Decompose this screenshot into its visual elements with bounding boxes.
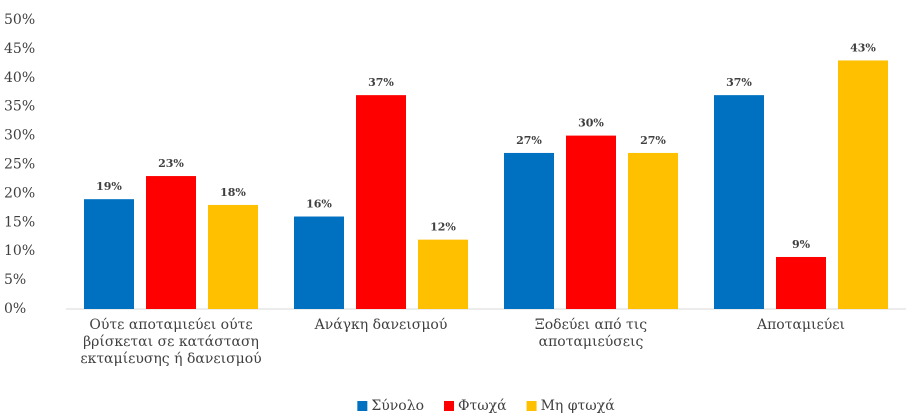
x-tick-label-box: Ανάγκη δανεισμού bbox=[314, 317, 448, 333]
value-label: 27% bbox=[516, 134, 542, 147]
legend: Σύνολο Φτωχά Μη φτωχά bbox=[357, 398, 615, 413]
legend-label: Μη φτωχά bbox=[541, 398, 616, 413]
value-label: 19% bbox=[96, 180, 122, 193]
y-tick-label: 0% bbox=[4, 301, 26, 317]
y-tick-label: 25% bbox=[4, 157, 35, 173]
y-tick-label: 35% bbox=[4, 99, 35, 115]
x-tick-label: Ξοδεύει από τις αποταμιεύσεις bbox=[534, 317, 648, 350]
value-label: 16% bbox=[306, 198, 332, 211]
legend-swatch bbox=[526, 401, 537, 411]
x-tick-label: Αποταμιεύει bbox=[756, 317, 846, 333]
y-tick-label: 50% bbox=[4, 12, 35, 28]
bar bbox=[504, 152, 554, 309]
value-label: 12% bbox=[430, 221, 456, 234]
x-tick-label: Ανάγκη δανεισμού bbox=[314, 317, 448, 333]
y-tick-label: 40% bbox=[4, 70, 35, 86]
value-label: 37% bbox=[726, 76, 752, 89]
y-tick-label: 45% bbox=[4, 41, 35, 57]
bar bbox=[838, 60, 888, 310]
value-label: 37% bbox=[368, 76, 394, 89]
bar bbox=[146, 176, 196, 309]
bar bbox=[776, 256, 826, 309]
x-tick-label-box: Ξοδεύει από τις αποταμιεύσεις bbox=[534, 317, 648, 350]
legend-swatch bbox=[357, 401, 368, 411]
y-tick-label: 5% bbox=[4, 272, 26, 288]
value-label: 9% bbox=[792, 238, 811, 251]
legend-label: Σύνολο bbox=[371, 398, 424, 413]
value-label: 30% bbox=[578, 117, 604, 130]
bar bbox=[566, 135, 616, 309]
bar bbox=[628, 152, 678, 309]
value-label: 27% bbox=[640, 134, 666, 147]
value-label: 43% bbox=[850, 41, 876, 54]
value-label: 18% bbox=[220, 186, 246, 199]
x-tick-label-box: Ούτε αποταμιεύει ούτε βρίσκεται σε κατάσ… bbox=[80, 317, 262, 367]
bar bbox=[84, 199, 134, 309]
bar bbox=[418, 239, 468, 309]
y-tick-label: 20% bbox=[4, 185, 35, 201]
bar bbox=[356, 95, 406, 309]
x-tick-label: Ούτε αποταμιεύει ούτε βρίσκεται σε κατάσ… bbox=[80, 317, 262, 367]
bar bbox=[294, 216, 344, 309]
legend-swatch bbox=[444, 401, 454, 411]
bar bbox=[208, 204, 258, 309]
x-tick-label-box: Αποταμιεύει bbox=[756, 317, 846, 333]
y-tick-label: 10% bbox=[4, 243, 35, 259]
bar bbox=[714, 95, 764, 309]
y-tick-label: 30% bbox=[4, 128, 35, 144]
value-label: 23% bbox=[158, 157, 184, 170]
y-tick-label: 15% bbox=[4, 214, 35, 230]
legend-label: Φτωχά bbox=[458, 398, 507, 413]
